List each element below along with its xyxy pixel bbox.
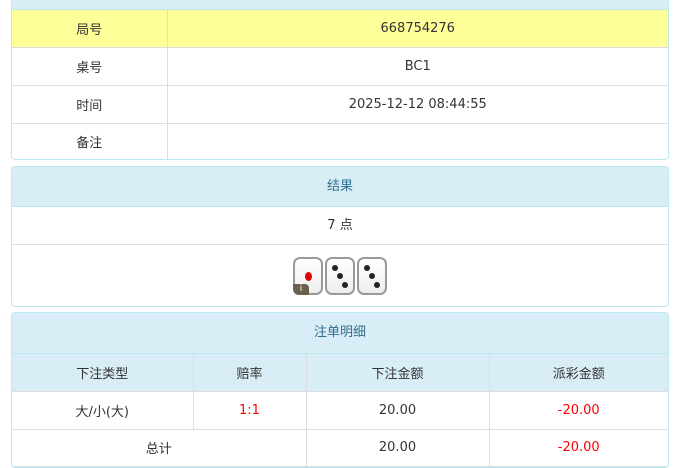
- die-1: i: [293, 256, 323, 295]
- result-title: 结果: [12, 167, 668, 207]
- col-amount: 下注金额: [305, 354, 490, 392]
- table-number: BC1: [166, 46, 668, 86]
- result-points: 7 点: [12, 207, 668, 245]
- info-icon[interactable]: i: [293, 283, 309, 295]
- bet-type: 大/小(大): [12, 390, 194, 430]
- dice-row: i: [12, 245, 668, 306]
- label: 局号: [12, 10, 168, 48]
- odds: 1:1: [192, 390, 307, 430]
- total-row: 总计 20.00 -20.00: [12, 428, 668, 467]
- total-amount: 20.00: [305, 428, 490, 467]
- row-table-number: 桌号 BC1: [12, 46, 668, 86]
- bet-table: 下注类型 赔率 下注金额 派彩金额 大/小(大) 1:1 20.00 -20.00 总计 20…: [12, 354, 668, 467]
- bet-header-row: 下注类型 赔率 下注金额 派彩金额: [12, 354, 668, 392]
- round-info-panel: 局号 668754276 桌号 BC1 时间 2025-12-12 08:44:55 …: [11, 0, 669, 160]
- total-label: 总计: [12, 428, 307, 467]
- row-time: 时间 2025-12-12 08:44:55: [12, 84, 668, 124]
- row-round-number: 局号 668754276: [12, 10, 668, 48]
- total-payout: -20.00: [488, 428, 668, 467]
- bet-details-title: 注单明细: [12, 313, 668, 354]
- result-panel: 结果 7 点 i: [11, 166, 669, 307]
- amount: 20.00: [305, 390, 490, 430]
- table-row: 大/小(大) 1:1 20.00 -20.00: [12, 390, 668, 430]
- col-bet-type: 下注类型: [12, 354, 194, 392]
- round-info-table: 局号 668754276 桌号 BC1 时间 2025-12-12 08:44:55 …: [12, 10, 668, 159]
- die-3: [357, 256, 387, 295]
- col-payout: 派彩金额: [488, 354, 668, 392]
- row-remark: 备注: [12, 122, 668, 159]
- label: 桌号: [12, 46, 168, 86]
- time: 2025-12-12 08:44:55: [166, 84, 668, 124]
- label: 备注: [12, 122, 168, 159]
- bet-details-panel: 注单明细 下注类型 赔率 下注金额 派彩金额 大/小(大) 1:1 20.00 -20.00…: [11, 312, 669, 468]
- round-number: 668754276: [166, 10, 668, 48]
- payout: -20.00: [488, 390, 668, 430]
- remark: [166, 122, 668, 159]
- die-3: [325, 256, 355, 295]
- label: 时间: [12, 84, 168, 124]
- col-odds: 赔率: [192, 354, 307, 392]
- panel-header: [12, 0, 668, 10]
